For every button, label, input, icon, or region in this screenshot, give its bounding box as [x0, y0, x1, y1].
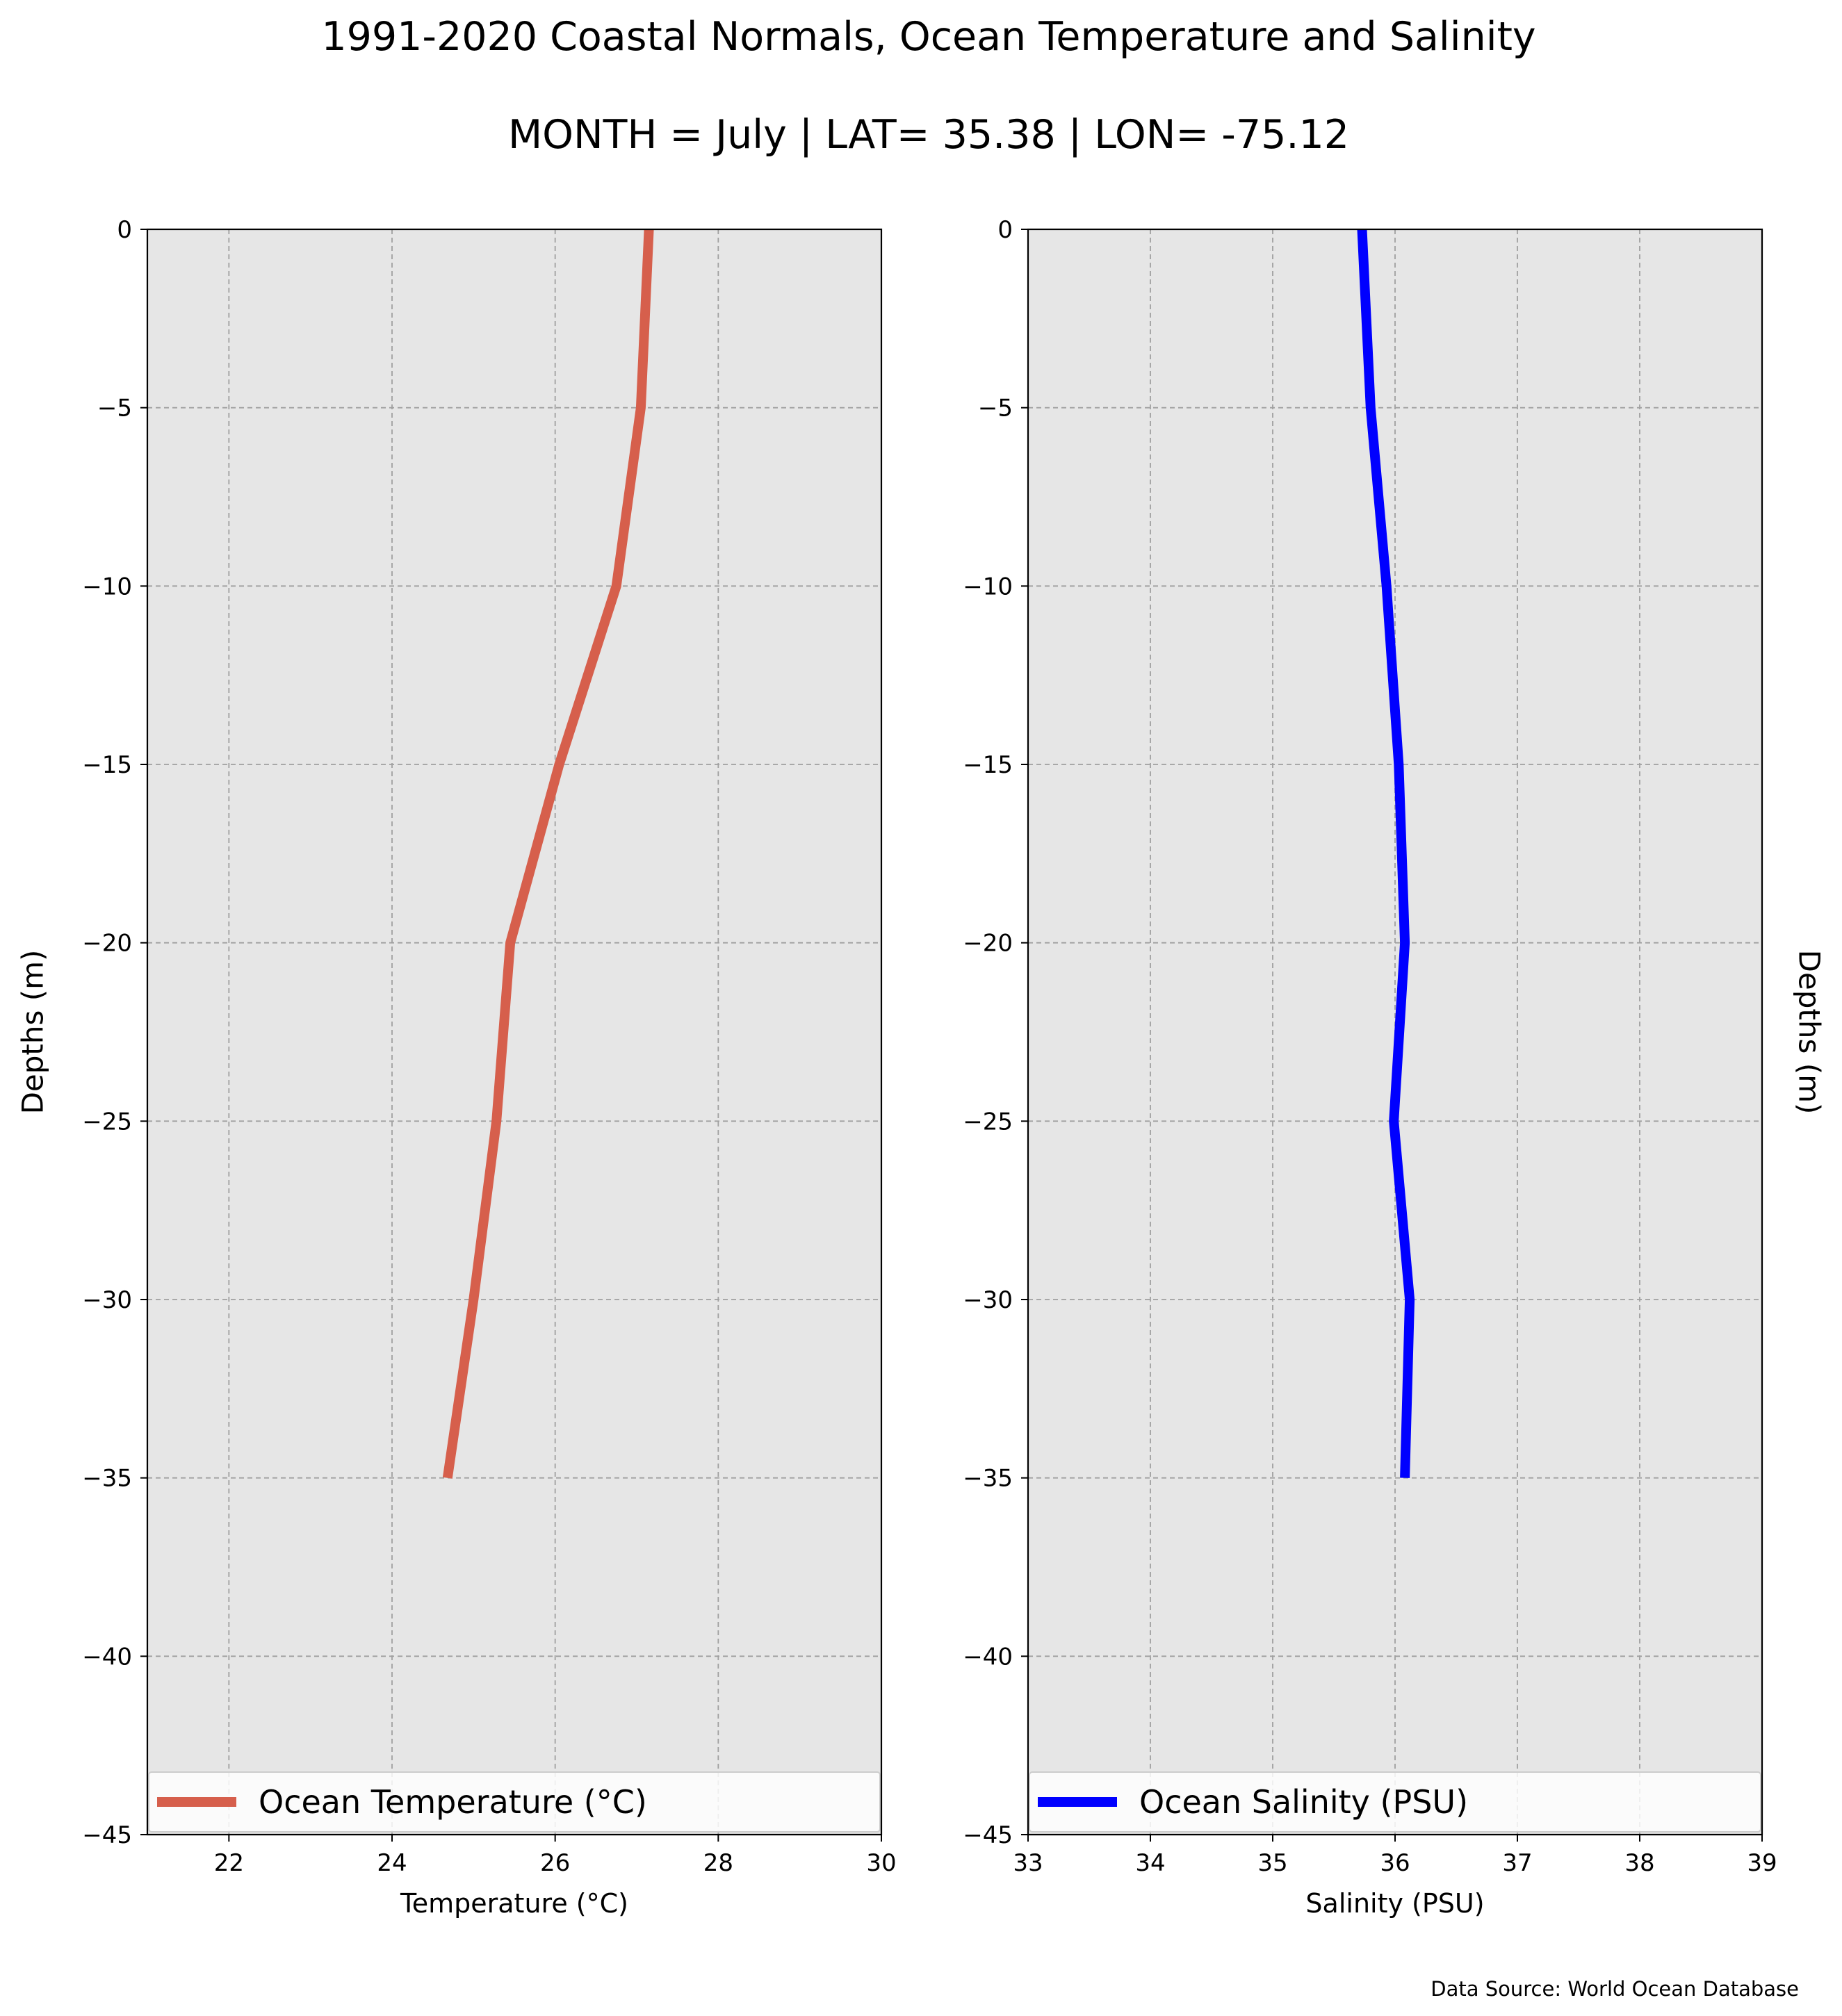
temperature-profile-line — [442, 229, 654, 1479]
temperature-x-tick-label: 28 — [703, 1849, 733, 1877]
salinity-x-tick-label: 35 — [1257, 1849, 1287, 1877]
salinity-legend — [1029, 1771, 1761, 1833]
temperature-y-tick-label: −40 — [82, 1643, 132, 1671]
salinity-panel: Ocean Salinity (PSU) 33 34 35 36 37 38 39 0 −5 −10… — [963, 216, 1826, 1919]
salinity-y-axis-label: Depths (m) — [1793, 950, 1827, 1115]
temperature-x-tick-label: 22 — [214, 1849, 244, 1877]
salinity-y-tick-label: −30 — [963, 1286, 1013, 1314]
salinity-x-tick-label: 36 — [1380, 1849, 1410, 1877]
temperature-y-tick-label: −45 — [82, 1821, 132, 1849]
temperature-plot-area — [147, 229, 881, 1835]
temperature-y-tick-label: −30 — [82, 1286, 132, 1314]
temperature-data-point — [559, 764, 560, 765]
temperature-legend — [148, 1771, 881, 1833]
salinity-y-tick-label: −5 — [978, 395, 1013, 423]
salinity-data-point — [1370, 407, 1371, 408]
salinity-x-tick-label: 34 — [1135, 1849, 1165, 1877]
temperature-data-point — [616, 586, 617, 587]
temperature-x-tick-label: 26 — [540, 1849, 570, 1877]
salinity-x-tick-label: 33 — [1013, 1849, 1043, 1877]
salinity-x-tick-label: 39 — [1747, 1849, 1777, 1877]
temperature-y-tick-label: 0 — [117, 216, 132, 244]
salinity-legend-label: Ocean Salinity (PSU) — [1139, 1783, 1468, 1821]
temperature-y-tick-label: −20 — [82, 930, 132, 958]
temperature-y-tick-label: −25 — [82, 1108, 132, 1136]
temperature-data-point — [496, 1121, 497, 1122]
salinity-y-tick-label: −10 — [963, 573, 1013, 600]
temperature-x-axis-label: Temperature (°C) — [400, 1888, 628, 1919]
salinity-y-tick-label: 0 — [997, 216, 1013, 244]
salinity-x-tick-label: 38 — [1624, 1849, 1654, 1877]
salinity-x-axis-label: Salinity (PSU) — [1305, 1888, 1484, 1919]
salinity-y-tick-label: −15 — [963, 751, 1013, 779]
data-source-note: Data Source: World Ocean Database — [1431, 1977, 1799, 2001]
temperature-legend-label: Ocean Temperature (°C) — [259, 1783, 647, 1821]
temperature-data-point — [510, 942, 511, 943]
salinity-data-point — [1386, 586, 1387, 587]
salinity-x-tick-label: 37 — [1502, 1849, 1532, 1877]
salinity-y-tick-label: −35 — [963, 1465, 1013, 1493]
chart-subtitle: MONTH = July | LAT= 35.38 | LON= -75.12 — [508, 112, 1349, 158]
salinity-y-tick-label: −20 — [963, 930, 1013, 958]
salinity-y-tick-label: −25 — [963, 1108, 1013, 1136]
temperature-axes-frame — [146, 228, 883, 1836]
temperature-y-tick-label: −35 — [82, 1465, 132, 1493]
salinity-y-tick-label: −40 — [963, 1643, 1013, 1671]
temperature-x-tick-label: 24 — [377, 1849, 407, 1877]
temperature-x-tick-label: 30 — [866, 1849, 896, 1877]
chart-title: 1991-2020 Coastal Normals, Ocean Tempera… — [321, 14, 1535, 60]
temperature-data-point — [447, 1477, 448, 1478]
salinity-y-tick-label: −45 — [963, 1821, 1013, 1849]
temperature-y-tick-label: −10 — [82, 573, 132, 600]
temperature-y-tick-label: −15 — [82, 751, 132, 779]
temperature-panel: Ocean Temperature (°C) 22 24 26 28 30 0 −5 −10 −1… — [16, 216, 897, 1919]
temperature-y-axis-label: Depths (m) — [16, 950, 50, 1115]
temperature-data-point — [640, 407, 641, 408]
temperature-y-tick-label: −5 — [97, 395, 132, 423]
salinity-profile-line — [1357, 229, 1415, 1478]
